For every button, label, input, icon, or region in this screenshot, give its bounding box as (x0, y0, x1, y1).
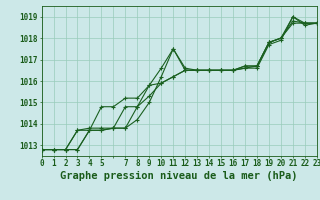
X-axis label: Graphe pression niveau de la mer (hPa): Graphe pression niveau de la mer (hPa) (60, 171, 298, 181)
